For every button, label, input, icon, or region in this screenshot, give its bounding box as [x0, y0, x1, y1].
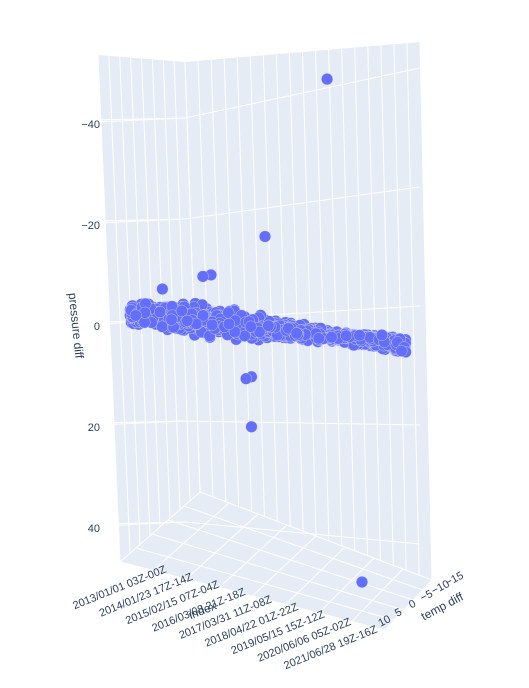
grid-line [167, 519, 414, 601]
scatter-point [290, 327, 303, 340]
grid-line [119, 561, 386, 631]
grid-line [183, 505, 423, 591]
grid-line [184, 521, 421, 545]
grid-line [351, 568, 404, 622]
scatter-point [340, 329, 353, 342]
grid-line [328, 49, 343, 546]
grid-line [130, 57, 151, 536]
grid-line [97, 521, 186, 527]
grid-line [384, 579, 433, 631]
z-tick-label: 20 [88, 422, 100, 434]
grid-line [275, 54, 291, 527]
floor-pane [120, 492, 432, 630]
z-tick-label: 40 [88, 523, 100, 535]
scatter-point [156, 283, 169, 295]
grid-line [419, 41, 433, 581]
y-tick-label: 10 [376, 613, 392, 629]
grid-line [285, 546, 346, 605]
scatter-point [321, 73, 334, 86]
z-tick-label: −40 [81, 119, 100, 131]
grid-line [315, 50, 330, 541]
grid-line [302, 51, 317, 537]
scatter-point [181, 314, 194, 327]
back-wall-right [185, 42, 432, 580]
grid-line [97, 54, 121, 563]
z-tick-label: 0 [94, 321, 100, 333]
scatter-point [253, 325, 266, 338]
grid-line [288, 53, 304, 532]
y-tick-label: 5 [393, 606, 404, 619]
grid-line [184, 67, 421, 119]
grid-line [119, 491, 201, 563]
y-tick-label: −5 [418, 588, 435, 604]
scatter-point [395, 344, 408, 357]
grid-line [141, 58, 161, 528]
y-tick-label: −15 [444, 570, 466, 589]
grid-line [210, 59, 227, 502]
grid-line [406, 43, 420, 576]
grid-line [219, 524, 288, 588]
grid-line [380, 45, 394, 566]
scatter-point [353, 329, 366, 342]
grid-line [341, 48, 356, 551]
z-axis-title: pressure diff [66, 292, 87, 360]
grid-line [367, 46, 381, 561]
grid-lines [97, 41, 433, 631]
grid-line [223, 58, 240, 507]
z-tick-label: −20 [81, 220, 100, 232]
grid-line [185, 513, 259, 580]
grid-line [318, 557, 375, 614]
grid-line [97, 218, 186, 224]
grid-line [151, 533, 404, 611]
scatter-point [196, 270, 209, 283]
scatter-point [165, 313, 178, 326]
grid-line [97, 420, 186, 426]
grid-line [236, 57, 253, 512]
scatter-point [325, 331, 338, 344]
scatter-point [129, 309, 142, 322]
scatter-point [262, 319, 275, 332]
y-tick-label: 0 [407, 598, 418, 611]
scatter-point [259, 230, 271, 243]
grid-line [184, 61, 201, 493]
scatter-point [375, 329, 388, 341]
scatter-point [197, 309, 209, 322]
grid-line [108, 55, 131, 554]
grid-line [262, 55, 278, 522]
scatter-point [206, 318, 219, 331]
grid-line [97, 117, 186, 123]
scatter-point [244, 320, 257, 333]
grid-line [199, 491, 433, 581]
scatter-point [223, 317, 235, 330]
grid-line [173, 61, 191, 501]
scatter-point [156, 320, 169, 333]
grid-line [162, 60, 181, 510]
scatter-point [245, 420, 258, 433]
grid-line [354, 47, 369, 556]
scatter-point [154, 306, 166, 318]
scatter-point [356, 576, 368, 588]
grid-line [249, 56, 265, 517]
scatter-point [312, 332, 325, 345]
grid-line [184, 420, 421, 426]
grid-line [152, 502, 230, 571]
grid-line [135, 547, 395, 621]
grid-line [184, 186, 421, 220]
scatter-point [240, 372, 253, 385]
data-points [124, 73, 412, 588]
scatter-point [175, 304, 188, 317]
grid-line [252, 535, 317, 597]
